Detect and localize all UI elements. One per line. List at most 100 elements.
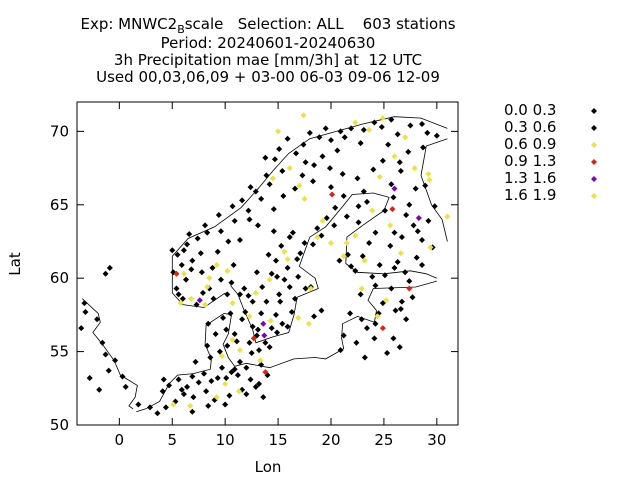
station-point-series-1 <box>341 134 348 141</box>
station-point-series-3 <box>236 347 243 354</box>
station-point-series-1 <box>214 248 221 255</box>
station-point-series-2 <box>247 376 254 383</box>
station-point-series-3 <box>224 267 231 274</box>
station-point-series-2 <box>246 216 253 223</box>
station-point-series-1 <box>82 308 89 315</box>
station-point-series-3 <box>229 336 236 343</box>
station-point-series-4 <box>173 270 180 277</box>
station-point-series-1 <box>214 375 221 382</box>
station-point-series-3 <box>425 170 432 177</box>
station-point-series-2 <box>215 212 222 219</box>
station-point-series-2 <box>387 242 394 249</box>
station-point-series-1 <box>262 339 269 346</box>
station-point-series-1 <box>412 185 419 192</box>
station-point-series-1 <box>81 300 88 307</box>
station-point-series-1 <box>336 257 343 264</box>
station-point-series-1 <box>236 237 243 244</box>
station-point-series-1 <box>99 339 106 346</box>
y-tick-label: 65 <box>50 196 69 214</box>
station-point-series-3 <box>218 352 225 359</box>
station-point-series-1 <box>230 261 237 268</box>
station-point-series-1 <box>384 350 391 357</box>
station-point-series-1 <box>205 320 212 327</box>
station-point-series-5 <box>196 297 203 304</box>
station-point-series-1 <box>180 391 187 398</box>
station-point-series-1 <box>340 192 347 199</box>
station-point-series-1 <box>413 254 420 261</box>
station-point-series-2 <box>243 391 250 398</box>
station-point-series-2 <box>339 170 346 177</box>
station-point-series-2 <box>263 172 270 179</box>
points-layer <box>78 112 451 417</box>
station-point-series-2 <box>337 347 344 354</box>
station-point-series-2 <box>274 273 281 280</box>
station-point-series-3 <box>206 275 213 282</box>
station-point-series-1 <box>183 276 190 283</box>
station-point-series-3 <box>295 314 302 321</box>
station-point-series-1 <box>419 237 426 244</box>
station-point-series-1 <box>166 382 173 389</box>
station-point-series-2 <box>337 128 344 135</box>
station-point-series-1 <box>288 308 295 315</box>
y-tick-label: 50 <box>50 416 69 434</box>
station-point-series-1 <box>381 207 388 214</box>
station-point-series-1 <box>360 126 367 133</box>
station-point-series-3 <box>213 261 220 268</box>
x-axis-label: Lon <box>255 458 282 476</box>
station-point-series-1 <box>236 358 243 365</box>
station-point-series-1 <box>301 239 308 246</box>
station-point-series-2 <box>343 213 350 220</box>
station-point-series-1 <box>405 148 412 155</box>
legend-marker-4 <box>591 159 597 165</box>
station-point-series-3 <box>252 289 259 296</box>
station-point-series-1 <box>102 270 109 277</box>
station-point-series-1 <box>228 279 235 286</box>
station-point-series-2 <box>178 261 185 268</box>
station-point-series-1 <box>311 313 318 320</box>
station-point-series-1 <box>225 238 232 245</box>
station-point-series-1 <box>379 157 386 164</box>
station-point-series-1 <box>402 269 409 276</box>
station-point-series-1 <box>366 239 373 246</box>
station-point-series-3 <box>286 165 293 172</box>
station-point-series-6 <box>180 270 187 277</box>
station-point-series-1 <box>268 270 275 277</box>
station-point-series-2 <box>370 166 377 173</box>
station-point-series-3 <box>202 301 209 308</box>
station-point-series-3 <box>427 244 434 251</box>
station-point-series-4 <box>389 206 396 213</box>
station-point-series-2 <box>239 316 246 323</box>
station-point-series-2 <box>210 295 217 302</box>
station-point-series-1 <box>372 282 379 289</box>
station-point-series-1 <box>184 241 191 248</box>
station-point-series-2 <box>279 320 286 327</box>
station-point-series-1 <box>218 364 225 371</box>
station-point-series-2 <box>229 203 236 210</box>
station-point-series-1 <box>302 159 309 166</box>
station-point-series-3 <box>269 175 276 182</box>
station-point-series-2 <box>306 129 313 136</box>
station-point-series-1 <box>388 116 395 123</box>
station-point-series-1 <box>431 203 438 210</box>
station-point-series-2 <box>186 231 193 238</box>
x-tick-label: 20 <box>321 431 340 449</box>
station-point-series-2 <box>391 264 398 271</box>
station-point-series-2 <box>363 198 370 205</box>
station-point-series-3 <box>177 300 184 307</box>
station-point-series-3 <box>397 250 404 257</box>
station-point-series-1 <box>328 137 334 144</box>
legend-entry-5: 1.3 1.6 <box>504 169 557 187</box>
station-point-series-2 <box>204 342 211 349</box>
station-point-series-3 <box>411 165 418 172</box>
station-point-series-2 <box>286 234 293 241</box>
y-tick-label: 70 <box>50 122 69 140</box>
station-point-series-1 <box>227 310 234 317</box>
station-point-series-1 <box>394 131 401 138</box>
station-point-series-1 <box>189 257 196 264</box>
station-point-series-3 <box>391 153 398 160</box>
station-point-series-3 <box>387 222 394 229</box>
station-point-series-1 <box>292 295 299 302</box>
chart-title-line-3: 3h Precipitation mae [mm/3h] at 12 UTC <box>113 51 423 69</box>
station-point-series-2 <box>299 172 306 179</box>
station-point-series-1 <box>372 229 379 236</box>
